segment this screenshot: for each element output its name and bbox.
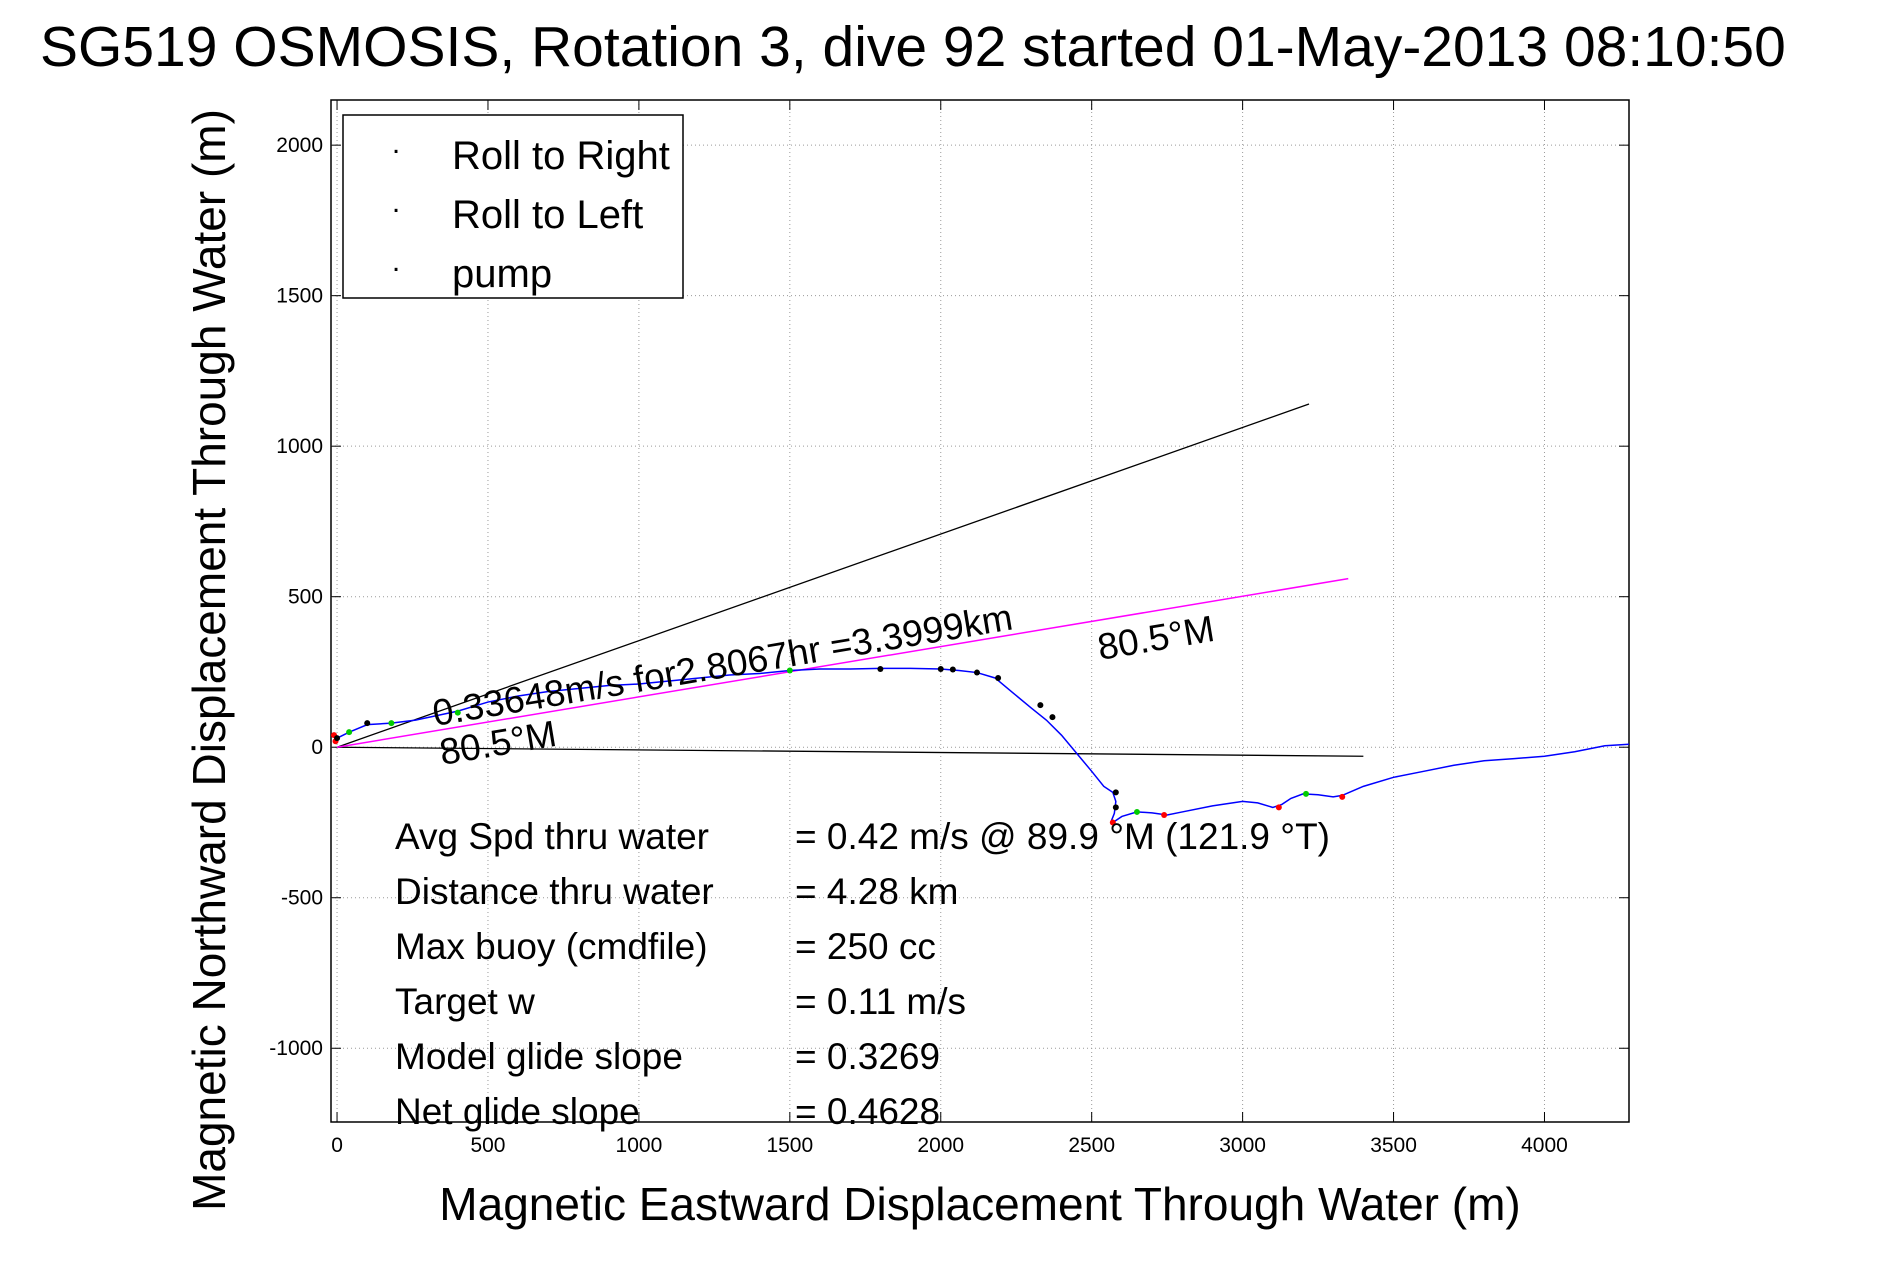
x-tick-label: 2000: [917, 1134, 964, 1157]
y-tick-label: -500: [281, 887, 323, 910]
axis-ticks: 0 500 1000 1500 2000 2500 3000 3500 4000 -1000 -50…: [269, 100, 1629, 1157]
pump-marker: [1112, 789, 1119, 796]
x-tick-label: 1500: [766, 1134, 813, 1157]
pump-marker: [949, 666, 956, 673]
pump-marker: [334, 735, 341, 742]
stat-value: = 0.3269: [795, 1036, 940, 1077]
x-tick-label: 3000: [1219, 1134, 1266, 1157]
stats-block: Avg Spd thru water = 0.42 m/s @ 89.9 °M …: [395, 816, 1330, 1132]
stat-label: Max buoy (cmdfile): [395, 926, 708, 967]
stat-label: Distance thru water: [395, 871, 714, 912]
pump-marker: [364, 720, 371, 727]
roll-right-marker: [388, 720, 395, 727]
y-axis-label: Magnetic Northward Displacement Through …: [183, 109, 235, 1211]
legend-label-pump: pump: [452, 252, 552, 296]
stat-value: = 250 cc: [795, 926, 936, 967]
pump-marker: [1112, 804, 1119, 811]
y-tick-label: 1500: [276, 285, 323, 308]
stat-label: Net glide slope: [395, 1091, 640, 1132]
y-tick-label: 2000: [276, 134, 323, 157]
y-tick-label: 1000: [276, 435, 323, 458]
pump-marker: [877, 665, 884, 672]
x-axis-label: Magnetic Eastward Displacement Through W…: [439, 1178, 1520, 1230]
roll-left-marker: [1339, 793, 1346, 800]
x-tick-label: 3500: [1370, 1134, 1417, 1157]
stat-value: = 0.42 m/s @ 89.9 °M (121.9 °T): [795, 816, 1330, 857]
roll-left-marker: [1161, 811, 1168, 818]
pump-marker: [937, 665, 944, 672]
legend-label-roll-left: Roll to Left: [452, 193, 643, 237]
x-tick-label: 0: [331, 1134, 343, 1157]
x-tick-label: 2500: [1068, 1134, 1115, 1157]
x-tick-label: 4000: [1521, 1134, 1568, 1157]
legend-label-roll-right: Roll to Right: [452, 134, 670, 178]
roll-right-marker: [786, 667, 793, 674]
y-tick-label: -1000: [269, 1037, 323, 1060]
reference-lines: [336, 403, 1364, 757]
reference-line: [336, 403, 1310, 748]
stat-label: Model glide slope: [395, 1036, 683, 1077]
roll-right-marker: [1133, 808, 1140, 815]
y-tick-label: 500: [288, 586, 323, 609]
roll-right-marker: [346, 729, 353, 736]
markers: [331, 665, 1346, 826]
stat-label: Avg Spd thru water: [395, 816, 709, 857]
roll-right-marker: [1303, 790, 1310, 797]
pump-marker: [1037, 702, 1044, 709]
plot-clip: [331, 403, 1629, 826]
pump-marker: [1049, 714, 1056, 721]
pump-marker: [995, 674, 1002, 681]
stat-value: = 0.4628: [795, 1091, 940, 1132]
roll-right-marker: [454, 709, 461, 716]
chart-title: SG519 OSMOSIS, Rotation 3, dive 92 start…: [40, 15, 1786, 79]
legend-marker-roll-right: .: [392, 127, 400, 160]
stat-value: = 0.11 m/s: [795, 981, 966, 1022]
stat-value: = 4.28 km: [795, 871, 959, 912]
x-tick-label: 1000: [616, 1134, 663, 1157]
roll-left-marker: [1109, 819, 1116, 826]
legend-marker-roll-left-dot: .: [392, 186, 400, 219]
y-tick-label: 0: [311, 736, 323, 759]
heading-line: [336, 577, 1349, 748]
stat-label: Target w: [395, 981, 535, 1022]
roll-left-marker: [1275, 804, 1282, 811]
reference-line: [337, 746, 1364, 757]
legend-box: [342, 114, 684, 299]
x-tick-label: 500: [470, 1134, 505, 1157]
pump-marker: [973, 669, 980, 676]
legend: . Roll to Right #ff0000 . Roll to Left .…: [342, 114, 684, 299]
legend-marker-pump: .: [392, 245, 400, 278]
track-line: [336, 667, 1629, 824]
